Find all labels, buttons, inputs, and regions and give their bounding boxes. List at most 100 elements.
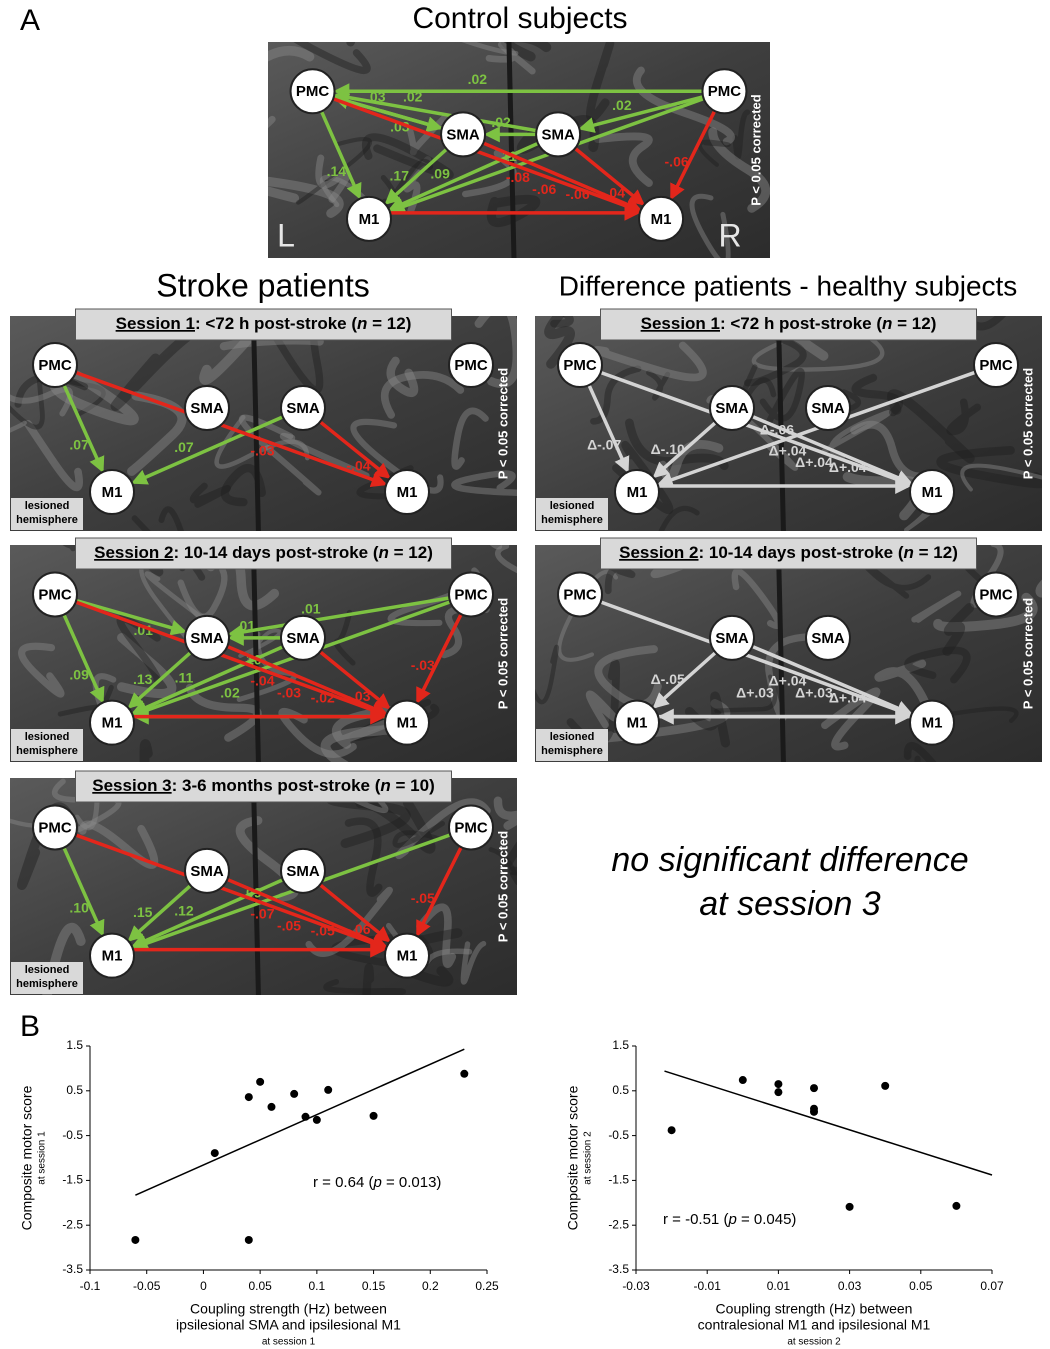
data-point bbox=[774, 1088, 782, 1096]
lesion-label: lesioned bbox=[550, 731, 595, 743]
y-tick-label: -1.5 bbox=[608, 1173, 629, 1187]
lesion-label: hemisphere bbox=[541, 514, 603, 526]
region-label: SMA bbox=[811, 400, 845, 417]
data-point bbox=[267, 1103, 275, 1111]
session-header: Session 2: 10-14 days post-stroke (n = 1… bbox=[619, 543, 958, 562]
x-tick-label: 0.05 bbox=[909, 1279, 933, 1293]
lesion-label: lesioned bbox=[25, 500, 70, 512]
session-header-part: n bbox=[357, 314, 367, 333]
figure: A Control subjects Stroke patients Diffe… bbox=[0, 0, 1050, 1349]
lesion-label: hemisphere bbox=[16, 745, 78, 757]
x-tick-label: -0.1 bbox=[80, 1279, 101, 1293]
region-label: SMA bbox=[286, 630, 320, 647]
data-point bbox=[290, 1090, 298, 1098]
x-tick-label: 0.07 bbox=[980, 1279, 1004, 1293]
connection-label: Δ+.03 bbox=[736, 685, 774, 701]
x-axis-label: contralesional M1 and ipsilesional M1 bbox=[698, 1317, 931, 1333]
data-point bbox=[810, 1108, 818, 1116]
region-label: PMC bbox=[563, 357, 597, 374]
fit-line bbox=[664, 1071, 992, 1175]
region-label: PMC bbox=[38, 819, 72, 836]
session-header-part: Session 1 bbox=[641, 314, 720, 333]
significance-note: P < 0.05 corrected bbox=[1020, 598, 1035, 709]
session-header-part: Session 3 bbox=[92, 776, 171, 795]
y-axis-sublabel: at session 1 bbox=[37, 1131, 48, 1185]
connection-label: .01 bbox=[301, 600, 321, 616]
y-tick-label: -3.5 bbox=[608, 1262, 629, 1276]
x-tick-label: 0 bbox=[200, 1279, 207, 1293]
connection-label: .11 bbox=[175, 669, 194, 685]
session-header-part: : <72 h post-stroke ( bbox=[720, 314, 882, 333]
significance-note: P < 0.05 corrected bbox=[495, 368, 510, 479]
region-label: M1 bbox=[651, 211, 672, 228]
connection-label: Δ+.04 bbox=[829, 690, 867, 706]
lesion-label: hemisphere bbox=[16, 514, 78, 526]
data-point bbox=[131, 1236, 139, 1244]
x-axis-label: Coupling strength (Hz) between bbox=[190, 1301, 387, 1317]
region-label: PMC bbox=[563, 586, 597, 603]
connection-label: .12 bbox=[174, 902, 194, 918]
y-tick-label: -1.5 bbox=[62, 1173, 83, 1187]
region-label: PMC bbox=[38, 586, 72, 603]
session-header: Session 1: <72 h post-stroke (n = 12) bbox=[116, 314, 412, 333]
control-title: Control subjects bbox=[412, 2, 627, 35]
connection-label: -.05 bbox=[411, 890, 435, 906]
x-axis-sublabel: at session 1 bbox=[262, 1337, 316, 1348]
session-header-part: Session 1 bbox=[116, 314, 195, 333]
y-tick-label: -2.5 bbox=[62, 1217, 83, 1231]
connection-label: .02 bbox=[220, 685, 240, 701]
connection-label: -.03 bbox=[346, 688, 370, 704]
connection-label: Δ-.05 bbox=[651, 671, 685, 687]
connection-label: Δ-.10 bbox=[651, 441, 685, 457]
region-label: M1 bbox=[922, 484, 943, 501]
region-label: M1 bbox=[397, 948, 418, 965]
annotation-part: r = 0.64 ( bbox=[313, 1174, 373, 1191]
difference-title: Difference patients - healthy subjects bbox=[559, 270, 1018, 301]
gyrus bbox=[328, 0, 354, 42]
connection-label: -.04 bbox=[250, 672, 274, 688]
session-header-part: = 12) bbox=[367, 314, 411, 333]
annotation-part: p bbox=[727, 1211, 736, 1228]
x-tick-label: -0.01 bbox=[694, 1279, 722, 1293]
x-tick-label: 0.15 bbox=[362, 1279, 386, 1293]
connection-label: .09 bbox=[430, 166, 450, 182]
session-header: Session 3: 3-6 months post-stroke (n = 1… bbox=[92, 776, 434, 795]
connection-label: -.02 bbox=[311, 690, 335, 706]
data-point bbox=[313, 1116, 321, 1124]
y-tick-label: 0.5 bbox=[66, 1083, 83, 1097]
data-point bbox=[774, 1080, 782, 1088]
x-axis-sublabel: at session 2 bbox=[787, 1337, 841, 1348]
connection-label: .07 bbox=[174, 439, 194, 455]
region-label: SMA bbox=[190, 630, 224, 647]
data-point bbox=[245, 1236, 253, 1244]
lesion-label: hemisphere bbox=[16, 978, 78, 990]
data-point bbox=[245, 1093, 253, 1101]
data-point bbox=[324, 1086, 332, 1094]
data-point bbox=[846, 1203, 854, 1211]
x-tick-label: 0.05 bbox=[248, 1279, 272, 1293]
no-difference-note: at session 3 bbox=[699, 885, 881, 923]
y-tick-label: -0.5 bbox=[62, 1128, 83, 1142]
connection-label: .09 bbox=[69, 667, 89, 683]
connection-label: .07 bbox=[69, 436, 89, 452]
data-point bbox=[211, 1149, 219, 1157]
correlation-annotation: r = 0.64 (p = 0.013) bbox=[313, 1174, 441, 1191]
region-label: SMA bbox=[811, 630, 845, 647]
connection-label: .10 bbox=[69, 900, 89, 916]
correlation-annotation: r = -0.51 (p = 0.045) bbox=[663, 1211, 796, 1228]
region-label: M1 bbox=[397, 484, 418, 501]
session-header-part: Session 2 bbox=[619, 543, 698, 562]
connection-label: .02 bbox=[491, 114, 511, 130]
significance-note: P < 0.05 corrected bbox=[1020, 368, 1035, 479]
connection-label: -.03 bbox=[277, 685, 301, 701]
region-label: M1 bbox=[102, 484, 123, 501]
connection-label: -.05 bbox=[311, 923, 335, 939]
lesion-label: lesioned bbox=[25, 731, 70, 743]
region-label: M1 bbox=[922, 715, 943, 732]
connection-label: .02 bbox=[468, 71, 488, 87]
x-axis-label: ipsilesional SMA and ipsilesional M1 bbox=[176, 1317, 401, 1333]
x-tick-label: 0.1 bbox=[309, 1279, 326, 1293]
connection-label: -.04 bbox=[601, 184, 625, 200]
connection-label: -.03 bbox=[250, 442, 274, 458]
session-header-part: Session 2 bbox=[94, 543, 173, 562]
